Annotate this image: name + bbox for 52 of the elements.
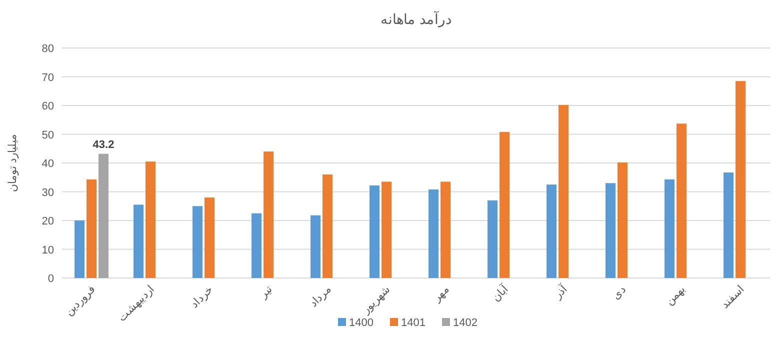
- bar: [310, 215, 320, 278]
- y-tick-label: 0: [48, 273, 54, 285]
- y-tick-label: 80: [42, 43, 54, 55]
- y-tick-label: 70: [42, 72, 54, 84]
- bar: [546, 184, 556, 278]
- bar: [86, 179, 96, 278]
- bar: [618, 162, 628, 278]
- y-tick-label: 40: [42, 158, 54, 170]
- x-tick-label: خرداد: [188, 284, 216, 311]
- x-tick-label: آبان: [489, 282, 512, 304]
- bar: [440, 182, 450, 278]
- bar: [192, 206, 202, 278]
- x-tick-label: تیر: [256, 284, 275, 302]
- x-tick-label: آذر: [550, 282, 570, 302]
- x-tick-label: بهمن: [664, 284, 688, 308]
- bar: [204, 198, 214, 278]
- y-tick-label: 60: [42, 100, 54, 112]
- y-axis-title: میلیارد تومان: [7, 134, 19, 192]
- chart-title: درآمد ماهانه: [380, 10, 452, 28]
- bar: [146, 162, 156, 278]
- y-tick-label: 10: [42, 244, 54, 256]
- bar: [558, 104, 568, 278]
- bar: [676, 124, 686, 278]
- bar: [98, 154, 108, 278]
- x-tick-label: اردیبهشت: [116, 284, 157, 324]
- x-tick-label: اسفند: [719, 284, 747, 312]
- x-tick-label: فروردین: [62, 284, 98, 318]
- x-tick-label: دی: [610, 284, 629, 302]
- bar: [736, 81, 746, 278]
- bar: [500, 132, 510, 278]
- bar: [134, 204, 144, 278]
- y-tick-label: 30: [42, 186, 54, 199]
- bar: [664, 179, 674, 278]
- bar: [322, 174, 332, 278]
- x-tick-label: مهر: [430, 284, 452, 305]
- y-tick-label: 20: [42, 216, 54, 228]
- y-tick-label: 50: [42, 129, 54, 142]
- bar: [724, 172, 734, 278]
- legend-label: 1400: [349, 317, 374, 329]
- bar: [74, 220, 84, 278]
- bar: [382, 182, 392, 278]
- data-label: 43.2: [92, 138, 114, 151]
- bar: [606, 183, 616, 278]
- legend-label: 1402: [453, 317, 478, 329]
- bar: [264, 152, 274, 278]
- bar: [370, 185, 380, 278]
- bar: [488, 200, 498, 278]
- x-tick-label: مرداد: [307, 284, 334, 310]
- x-tick-label: شهریور: [359, 284, 393, 317]
- bar: [252, 213, 262, 278]
- bar: [428, 189, 438, 278]
- legend-label: 1401: [401, 317, 426, 329]
